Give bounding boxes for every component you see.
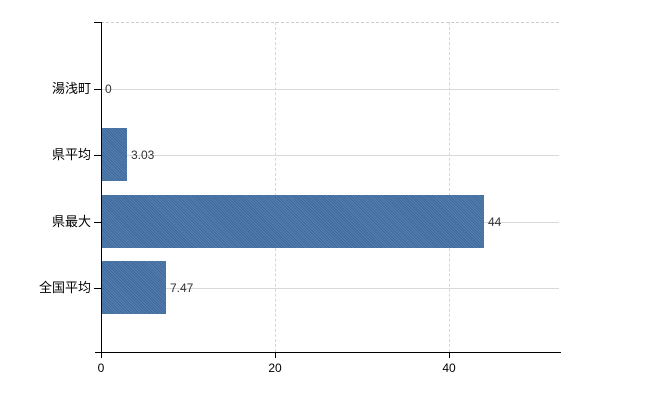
bar-value-label: 7.47 <box>170 281 194 295</box>
y-tick <box>94 222 101 223</box>
x-tick <box>275 353 276 358</box>
y-tick <box>94 155 101 156</box>
x-tick-label: 20 <box>268 361 282 375</box>
y-axis-end-tick <box>94 22 101 23</box>
vertical-gridline <box>449 22 450 352</box>
bar <box>101 261 166 314</box>
category-label: 県最大 <box>51 214 91 229</box>
category-gridline <box>101 89 559 90</box>
category-gridline <box>101 288 559 289</box>
category-label: 全国平均 <box>38 280 91 295</box>
x-tick-label: 0 <box>97 361 105 375</box>
plot-area: 0 3.03 44 7.47 <box>101 22 559 352</box>
x-tick <box>101 353 102 358</box>
bar <box>101 128 127 181</box>
bar <box>101 195 484 248</box>
category-label: 湯浅町 <box>51 81 91 96</box>
bar-value-label: 44 <box>488 215 502 229</box>
category-gridline <box>101 155 559 156</box>
bar-value-label: 3.03 <box>131 148 155 162</box>
y-tick <box>94 89 101 90</box>
plot-top-border <box>101 22 559 23</box>
x-tick <box>449 353 450 358</box>
y-tick <box>94 288 101 289</box>
x-axis-line <box>95 352 561 353</box>
x-tick-label: 40 <box>442 361 456 375</box>
bar-value-label: 0 <box>105 82 112 96</box>
category-label: 県平均 <box>51 147 91 162</box>
y-axis-line <box>101 22 102 358</box>
vertical-gridline <box>275 22 276 352</box>
